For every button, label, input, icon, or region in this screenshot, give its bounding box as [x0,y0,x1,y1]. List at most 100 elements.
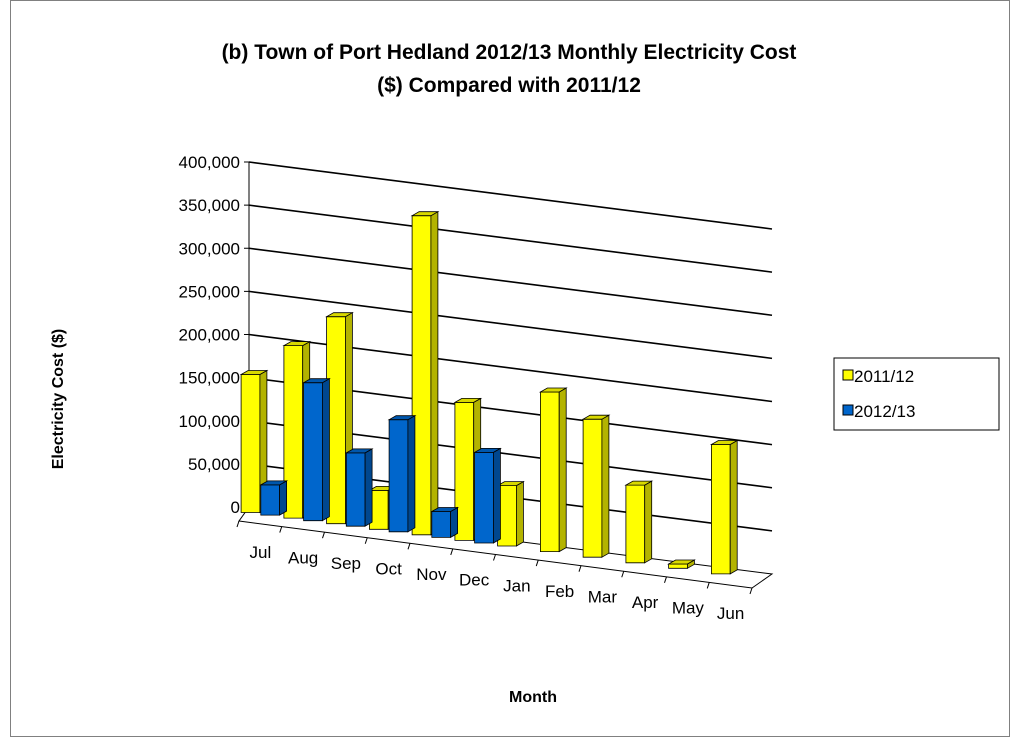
bar-2011-12-jun-front [711,444,731,575]
bar-2011-12-jul-front [240,374,261,513]
x-tick-label: Jul [250,543,272,562]
x-tick [706,582,710,589]
x-tick [236,520,240,528]
y-axis-title: Electricity Cost ($) [50,329,67,469]
bar-2011-12-jul [239,369,269,514]
bar-2012-13-oct [387,415,417,533]
legend-box [833,357,1000,431]
x-tick [450,548,454,556]
bar-2012-13-oct-front [388,419,409,533]
bar-2012-13-aug-top [302,378,331,384]
x-tick-label: Oct [375,560,402,579]
y-tick-label: 100,000 [179,412,240,431]
bar-2012-13-jul-front [260,484,281,516]
bar-2011-12-may-top [667,559,696,565]
bar-2012-13-oct-top [387,415,417,421]
legend-label-2011-12: 2011/12 [854,367,914,386]
bar-2012-13-oct-side [407,415,416,533]
bar-2011-12-jun-side [729,439,738,575]
y-tick-label: 250,000 [179,282,240,301]
x-tick [535,559,539,567]
y-tick-label: 350,000 [179,196,240,215]
x-tick-label: Jan [503,576,530,595]
bar-2012-13-nov-front [431,511,452,538]
bar-2011-12-feb-front [540,391,560,552]
y-tick-label: 300,000 [179,239,240,258]
bar-2012-13-nov-top [430,507,460,512]
bar-2011-12-jan-side [515,480,524,547]
bar-2011-12-feb-side [558,387,567,553]
bar-2012-13-sep-front [345,452,366,527]
y-tick-label: 150,000 [179,369,240,388]
bar-2011-12-jun [709,439,739,575]
chart-svg: (b) Town of Port Hedland 2012/13 Monthly… [50,41,1000,706]
bar-2011-12-feb-top [538,387,568,393]
x-tick [749,587,753,595]
legend-label-2012-13: 2012/13 [854,402,915,421]
x-tick [322,532,325,539]
x-tick-label: Feb [545,582,574,601]
bar-2011-12-nov-top [410,211,440,217]
bar-2011-12-may-front [668,563,688,569]
bar-2012-13-sep-side [364,448,373,527]
gridline [248,290,773,360]
bar-2011-12-jan [496,480,525,547]
bar-2012-13-aug-front [303,382,323,522]
bar-2012-13-dec-top [473,447,502,453]
x-tick-label: Jun [717,604,744,623]
x-tick-label: Apr [632,593,659,612]
plot-area: 0 50,000 100,000 150,000 200,000 250,000 300,0… [179,153,774,623]
y-tick-label: 50,000 [188,455,240,474]
bar-2012-13-aug [302,378,331,522]
bar-2011-12-sep-top [325,312,354,318]
bar-2011-12-aug-top [282,341,312,347]
x-tick [493,554,496,561]
x-tick [279,526,283,533]
x-tick [578,565,582,572]
bar-2012-13-jul-top [259,480,289,486]
bar-2011-12-nov [410,211,440,536]
bar-2011-12-may [667,559,696,569]
bar-2011-12-mar [581,414,611,558]
legend: 2011/12 2012/13 [833,357,1000,431]
bar-2011-12-apr-top [624,480,654,486]
x-tick-label: Aug [288,548,318,567]
bar-2012-13-nov [430,506,460,539]
x-tick-label: Dec [459,571,490,590]
legend-swatch-2012-13 [842,404,854,416]
bar-2011-12-dec-top [453,397,483,403]
x-tick [621,571,625,578]
bar-2011-12-feb [538,387,568,553]
bar-2012-13-nov-side [450,506,459,539]
x-tick [407,543,411,550]
bar-2012-13-jul-side [279,480,288,516]
x-axis-title: Month [509,689,557,706]
chart-title-line2: ($) Compared with 2011/12 [377,74,641,97]
bar-2012-13-aug-side [321,378,330,522]
legend-swatch-2011-12 [842,369,854,381]
gridline [248,204,773,273]
x-tick-label: Mar [588,587,618,606]
bar-2012-13-sep-top [344,448,374,454]
bar-2012-13-dec-side [492,447,501,544]
y-tick-label: 0 [231,498,240,517]
bar-2011-12-nov-side [430,211,439,536]
gridline [248,247,773,317]
bar-2012-13-jul [259,480,289,516]
bar-2011-12-jul-top [239,370,269,375]
bar-2012-13-dec-front [474,451,494,544]
x-tick [364,537,368,544]
bar-2011-12-apr-front [625,484,646,564]
y-tick-label: 400,000 [179,153,240,172]
chart-frame: (b) Town of Port Hedland 2012/13 Monthly… [10,0,1010,737]
bar-2011-12-apr-side [644,480,653,564]
x-tick-label: Nov [416,565,447,584]
bar-2011-12-mar-top [581,414,611,420]
x-tick [664,576,667,583]
chart-title: (b) Town of Port Hedland 2012/13 Monthly… [222,41,797,64]
x-tick-label: Sep [331,554,361,573]
bar-2011-12-apr [624,480,654,564]
x-tick-label: May [672,599,705,618]
bar-2011-12-jan-top [496,481,525,487]
bar-2012-13-dec [473,447,502,544]
